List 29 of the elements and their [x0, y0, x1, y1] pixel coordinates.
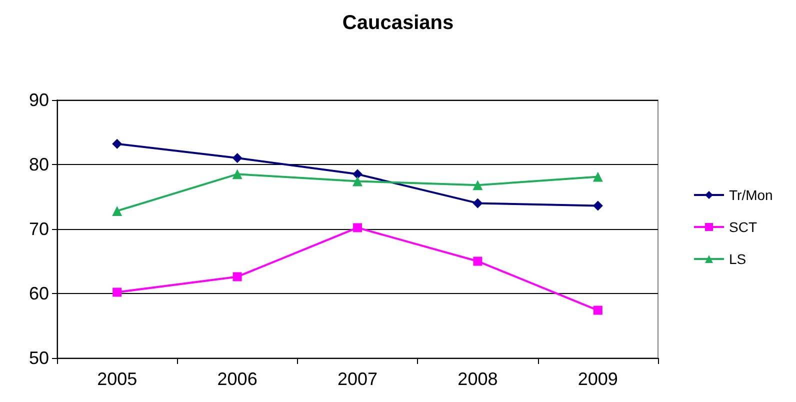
point [472, 198, 483, 208]
legend-label: SCT [729, 219, 758, 235]
point [112, 288, 122, 297]
point [232, 272, 242, 282]
y-tick-label: 60 [28, 284, 49, 304]
point [232, 169, 242, 180]
point [353, 223, 362, 232]
y-tick-label: 80 [28, 154, 49, 174]
point [592, 172, 603, 182]
point [592, 200, 603, 211]
point [352, 176, 362, 186]
x-tick-label: 2005 [97, 369, 138, 389]
chart-title: Caucasians [342, 12, 454, 34]
point [473, 256, 482, 266]
legend-label: Tr/Mon [729, 187, 773, 203]
x-tick-label: 2008 [458, 369, 498, 389]
x-tick-label: 2009 [578, 369, 618, 389]
point [593, 306, 602, 315]
point [472, 180, 483, 190]
point [352, 169, 362, 180]
point [112, 206, 122, 216]
legend-label: LS [729, 251, 746, 267]
y-tick-label: 70 [28, 219, 49, 239]
x-tick-label: 2006 [217, 369, 258, 389]
y-tick-label: 50 [28, 348, 49, 368]
point [112, 138, 122, 149]
x-tick-label: 2007 [337, 369, 378, 389]
point [232, 153, 242, 164]
y-tick-label: 90 [28, 90, 49, 110]
